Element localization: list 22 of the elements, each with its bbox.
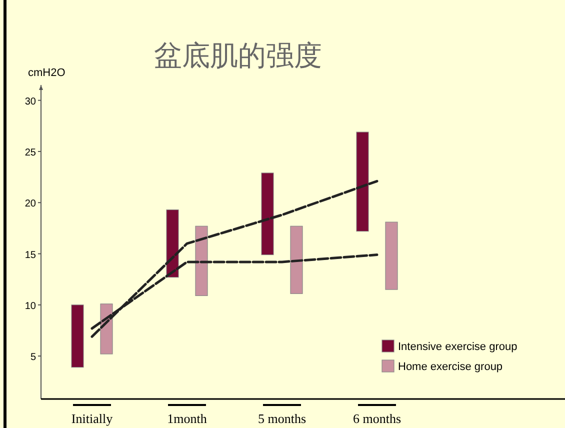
bar	[261, 172, 274, 256]
legend-label: Home exercise group	[398, 361, 503, 373]
bar	[166, 209, 179, 278]
bar	[195, 226, 208, 296]
x-tick-label: 5 months	[258, 411, 306, 426]
y-tick-label: 15	[24, 250, 36, 261]
legend-label: Intensive exercise group	[398, 341, 518, 353]
line-series	[90, 180, 378, 338]
y-axis-title: cmH2O	[28, 67, 66, 79]
y-tick-label: 10	[24, 300, 36, 312]
x-tick-label: Initially	[71, 411, 114, 426]
chart-title: 盆底肌的强度	[154, 40, 322, 71]
bar	[290, 226, 303, 294]
y-tick-label: 30	[24, 96, 36, 108]
bar	[385, 222, 398, 290]
x-tick-label: 6 months	[352, 411, 402, 426]
x-tick-label: 1month	[167, 411, 208, 426]
y-tick-label: 20	[24, 198, 36, 210]
y-tick-label: 5	[30, 352, 36, 364]
bar	[71, 304, 84, 368]
y-tick-label: 25	[24, 147, 36, 158]
bar	[356, 132, 369, 232]
